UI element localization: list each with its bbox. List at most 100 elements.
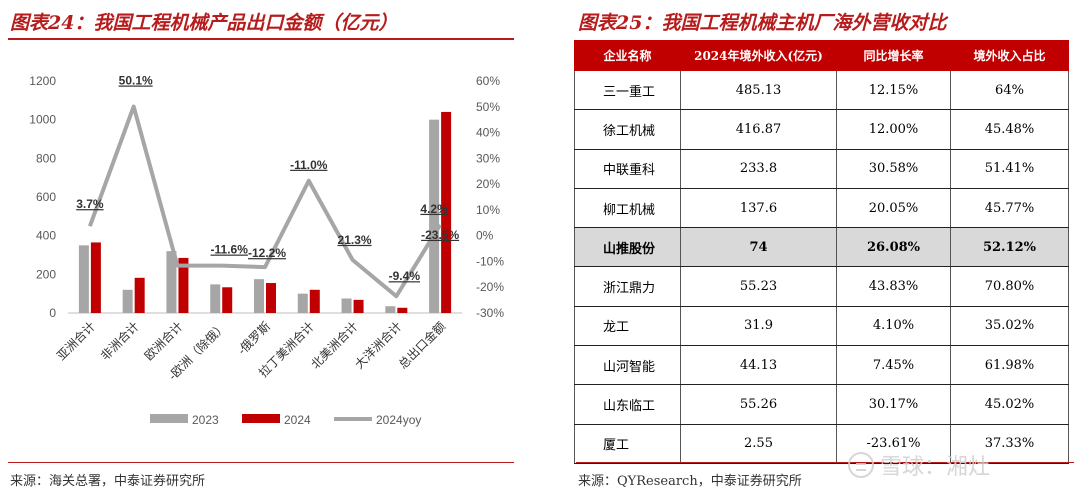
- data-label: -12.2%: [248, 246, 286, 260]
- chart-figure-title: 图表24：我国工程机械产品出口金额（亿元）: [10, 12, 398, 34]
- data-label: -11.6%: [211, 243, 249, 257]
- table-row: 山推股份 74 26.08% 52.12%: [574, 227, 1069, 268]
- bar-2023: [254, 279, 264, 313]
- x-category-label: 非洲合计: [97, 319, 142, 364]
- bar-2024: [178, 257, 189, 313]
- data-label: 4.2%: [420, 202, 448, 216]
- overseas-revenue-panel: 图表25：我国工程机械主机厂海外营收对比 企业名称 2024年境外收入(亿元) …: [568, 0, 1080, 495]
- x-category-label: -俄罗斯: [235, 319, 273, 357]
- table-row: 山东临工 55.26 30.17% 45.02%: [574, 384, 1069, 425]
- watermark: 雪球：湘灶: [848, 448, 1063, 482]
- cell-company: 山河智能: [574, 345, 681, 386]
- x-category-label: 总出口金额: [395, 319, 448, 372]
- watermark-text: 雪球：湘灶: [880, 455, 991, 480]
- bar-2024: [222, 287, 233, 313]
- export-chart-panel: 图表24：我国工程机械产品出口金额（亿元） 0 200 400 600 800 1000 1…: [0, 0, 520, 495]
- cell-yoy-growth: 20.05%: [836, 188, 951, 229]
- table-row: 龙工 31.9 4.10% 35.02%: [574, 306, 1069, 347]
- cell-overseas-revenue: 74: [680, 227, 837, 268]
- data-label: 3.7%: [76, 197, 104, 211]
- bar-2024: [266, 283, 276, 313]
- cell-yoy-growth: 7.45%: [836, 345, 951, 386]
- table-figure-title: 图表25：我国工程机械主机厂海外营收对比: [578, 12, 947, 34]
- cell-yoy-growth: 30.17%: [836, 384, 951, 425]
- cell-company: 三一重工: [574, 70, 681, 111]
- cell-yoy-growth: 12.00%: [836, 109, 951, 150]
- cell-company: 浙江鼎力: [574, 266, 681, 307]
- legend-label-2024yoy: 2024yoy: [376, 413, 421, 427]
- cell-overseas-revenue: 233.8: [680, 149, 837, 189]
- cell-overseas-share: 70.80%: [950, 266, 1069, 307]
- source-divider: [576, 462, 1074, 463]
- bar-2024: [309, 289, 320, 313]
- watermark-logo-icon: [848, 452, 874, 478]
- bar-2023: [122, 289, 133, 313]
- y-right-tick-label: 30%: [476, 151, 500, 165]
- cell-yoy-growth: 26.08%: [836, 227, 951, 268]
- export-amount-chart: 0 200 400 600 800 1000 1200 -30% -20% -10% 0% 10% 20…: [29, 74, 504, 427]
- y-left-tick-label: 600: [36, 190, 56, 204]
- cell-overseas-share: 51.41%: [950, 149, 1069, 189]
- cell-company: 柳工机械: [574, 188, 681, 229]
- y-left-tick-label: 1000: [29, 113, 56, 127]
- y-right-tick-label: 40%: [476, 126, 500, 140]
- header-yoy-growth: 同比增长率: [836, 40, 951, 71]
- cell-yoy-growth: 12.15%: [836, 70, 951, 111]
- cell-overseas-share: 64%: [950, 70, 1069, 111]
- legend-swatch-2023: [150, 414, 188, 423]
- y-right-tick-label: 60%: [476, 74, 500, 88]
- table-row: 浙江鼎力 55.23 43.83% 70.80%: [574, 266, 1069, 307]
- chart-source-note: 来源：海关总署，中泰证券研究所: [10, 474, 206, 489]
- bar-2024: [90, 242, 101, 313]
- table-row: 中联重科 233.8 30.58% 51.41%: [574, 149, 1069, 189]
- y-left-tick-label: 0: [49, 306, 56, 320]
- bar-2024: [134, 277, 145, 313]
- table-row: 三一重工 485.13 12.15% 64%: [574, 70, 1069, 111]
- cell-overseas-share: 37.33%: [950, 424, 1069, 464]
- y-left-tick-label: 200: [36, 267, 56, 281]
- cell-overseas-share: 61.98%: [950, 345, 1069, 386]
- overseas-revenue-table: 企业名称 2024年境外收入(亿元) 同比增长率 境外收入占比 三一重工 485.…: [574, 40, 1069, 464]
- bar-2024: [397, 307, 408, 313]
- header-company: 企业名称: [574, 40, 681, 71]
- legend-swatch-2024: [242, 414, 280, 423]
- cell-yoy-growth: 30.58%: [836, 149, 951, 189]
- y-right-tick-label: 0%: [476, 229, 494, 243]
- cell-company: 龙工: [574, 306, 681, 347]
- cell-overseas-revenue: 485.13: [680, 70, 837, 111]
- source-divider: [8, 462, 514, 463]
- bar-2023: [297, 293, 308, 313]
- line-2024yoy: [88, 104, 442, 299]
- bar-2023: [385, 306, 396, 313]
- cell-overseas-share: 45.77%: [950, 188, 1069, 229]
- x-category-label: 欧洲合计: [141, 319, 186, 364]
- data-label: 50.1%: [119, 74, 153, 88]
- cell-company: 山推股份: [574, 227, 681, 268]
- y-right-tick-label: 10%: [476, 203, 500, 217]
- data-label: -11.0%: [290, 158, 328, 172]
- data-label: -23.5%: [421, 228, 459, 242]
- cell-overseas-revenue: 137.6: [680, 188, 837, 229]
- cell-overseas-revenue: 416.87: [680, 109, 837, 150]
- y-left-tick-label: 1200: [29, 74, 56, 88]
- cell-overseas-share: 52.12%: [950, 227, 1069, 268]
- cell-overseas-share: 35.02%: [950, 306, 1069, 347]
- cell-overseas-share: 45.02%: [950, 384, 1069, 425]
- cell-overseas-revenue: 31.9: [680, 306, 837, 347]
- cell-overseas-revenue: 55.26: [680, 384, 837, 425]
- title-divider: [8, 38, 514, 40]
- bar-2023: [429, 119, 440, 314]
- data-label: 21.3%: [338, 233, 372, 247]
- x-category-label: 亚洲合计: [53, 319, 98, 364]
- legend-label-2024: 2024: [284, 413, 311, 427]
- table-source-note: 来源：QYResearch，中泰证券研究所: [578, 474, 802, 489]
- header-overseas-share: 境外收入占比: [950, 40, 1069, 71]
- y-left-tick-label: 800: [36, 151, 56, 165]
- bar-2024: [353, 299, 364, 313]
- cell-company: 中联重科: [574, 149, 681, 189]
- table-row: 柳工机械 137.6 20.05% 45.77%: [574, 188, 1069, 229]
- cell-company: 徐工机械: [574, 109, 681, 150]
- table-header-row: 企业名称 2024年境外收入(亿元) 同比增长率 境外收入占比: [574, 40, 1069, 71]
- cell-overseas-share: 45.48%: [950, 109, 1069, 150]
- y-right-tick-label: 20%: [476, 177, 500, 191]
